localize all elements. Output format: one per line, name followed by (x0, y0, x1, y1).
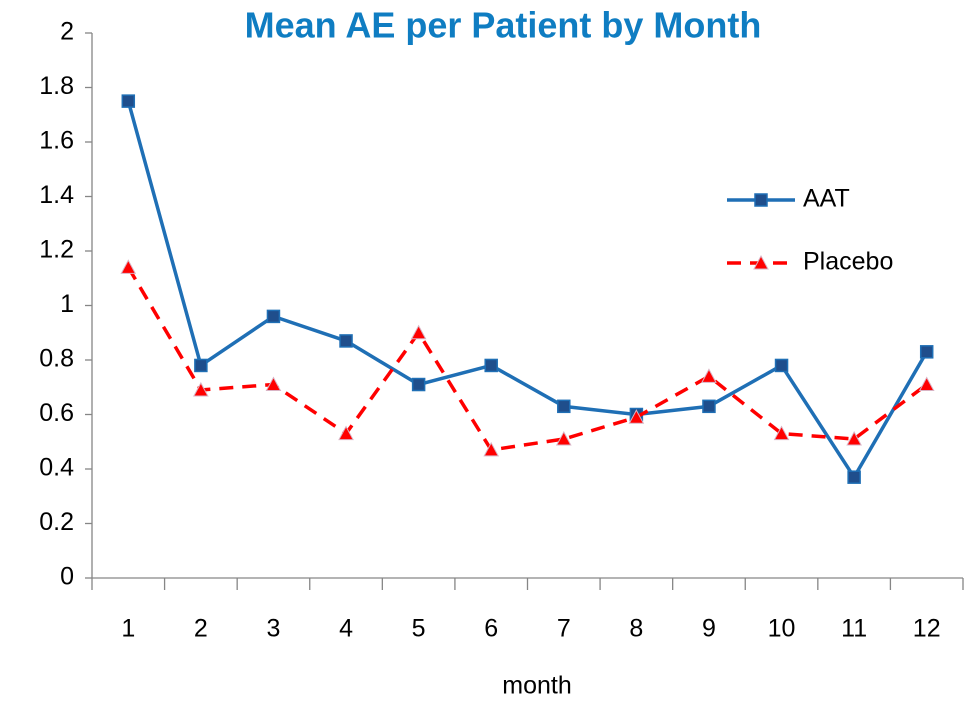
y-tick-label: 0 (60, 563, 74, 591)
legend-label: AAT (803, 185, 850, 213)
data-point (484, 358, 498, 373)
data-point (702, 399, 716, 414)
data-point (774, 358, 789, 373)
y-tick-label: 1.8 (39, 72, 74, 100)
y-tick-label: 1.2 (39, 236, 74, 264)
data-point (847, 470, 861, 484)
y-tick-label: 2 (60, 18, 74, 46)
data-point (918, 376, 935, 392)
y-tick-label: 1.4 (39, 181, 74, 209)
legend-marker (753, 254, 769, 270)
x-tick-label: 1 (121, 615, 135, 643)
x-tick-label: 3 (267, 615, 281, 643)
data-point (194, 358, 208, 373)
data-point (265, 376, 282, 392)
data-point (193, 381, 209, 397)
data-point (411, 377, 426, 392)
y-tick-label: 1.6 (39, 127, 74, 155)
data-point (773, 425, 790, 441)
x-tick-label: 4 (339, 615, 353, 643)
legend-marker (754, 193, 768, 207)
x-tick-label: 10 (768, 615, 796, 643)
data-point (120, 259, 137, 274)
data-point (339, 334, 353, 348)
y-tick-label: 1 (60, 290, 74, 318)
x-tick-label: 6 (484, 615, 498, 643)
data-point (628, 409, 645, 424)
y-tick-label: 0.2 (39, 508, 74, 536)
data-point (557, 399, 571, 414)
y-tick-label: 0.6 (39, 399, 74, 427)
data-point (266, 309, 281, 324)
data-point (919, 345, 934, 359)
data-point (701, 368, 717, 383)
series-line (126, 100, 929, 479)
x-tick-label: 12 (913, 615, 941, 643)
y-tick-label: 0.4 (39, 454, 74, 482)
x-tick-label: 8 (629, 615, 643, 643)
data-point (846, 430, 862, 446)
data-point (338, 425, 354, 441)
data-point (483, 441, 500, 457)
x-tick-label: 9 (702, 615, 716, 643)
data-point (410, 324, 427, 340)
chart-title: Mean AE per Patient by Month (245, 5, 762, 46)
data-point (121, 94, 136, 108)
data-point (555, 430, 572, 446)
x-tick-label: 5 (412, 615, 426, 643)
legend-label: Placebo (803, 248, 893, 276)
x-tick-label: 11 (841, 615, 867, 643)
x-tick-label: 2 (194, 615, 208, 643)
series-line (126, 266, 928, 452)
y-tick-label: 0.8 (39, 345, 74, 373)
x-tick-label: 7 (557, 615, 571, 643)
x-axis-title: month (502, 672, 571, 700)
